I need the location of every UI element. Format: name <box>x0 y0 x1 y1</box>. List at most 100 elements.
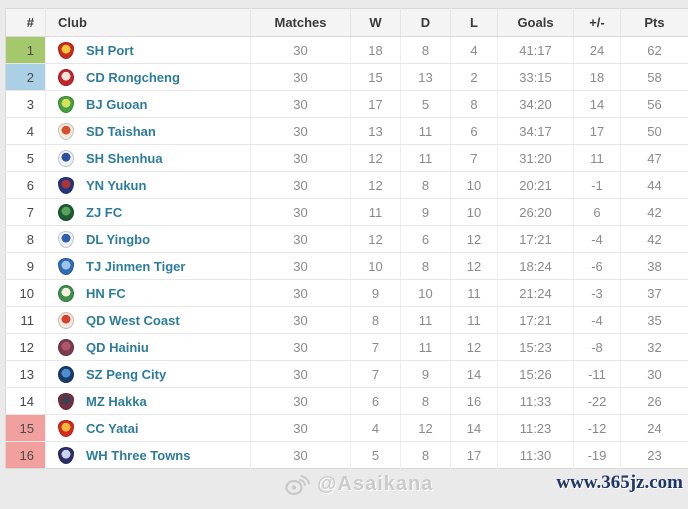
pts-cell: 47 <box>620 144 688 172</box>
matches-cell: 30 <box>250 63 351 91</box>
wins-cell: 15 <box>350 63 401 91</box>
col-header-pts: Pts <box>620 8 688 37</box>
club-cell: SZ Peng City <box>45 360 251 388</box>
losses-cell: 4 <box>450 36 498 64</box>
club-cell: QD Hainiu <box>45 333 251 361</box>
losses-cell: 14 <box>450 360 498 388</box>
table-row: 5 SH Shenhua 30 12 11 7 31:20 11 47 <box>5 144 688 172</box>
club-cell: BJ Guoan <box>45 90 251 118</box>
rank-cell: 5 <box>5 144 46 172</box>
wins-cell: 4 <box>350 414 401 442</box>
losses-cell: 2 <box>450 63 498 91</box>
diff-cell: -1 <box>573 171 621 199</box>
club-badge-icon <box>58 257 74 275</box>
site-link[interactable]: www.365jz.com <box>556 472 683 493</box>
club-name-link[interactable]: HN FC <box>86 285 126 301</box>
club-cell: HN FC <box>45 279 251 307</box>
club-name-link[interactable]: ZJ FC <box>86 204 123 220</box>
draws-cell: 9 <box>400 198 451 226</box>
matches-cell: 30 <box>250 117 351 145</box>
rank-cell: 15 <box>5 414 46 442</box>
diff-cell: -19 <box>573 441 621 469</box>
wins-cell: 11 <box>350 198 401 226</box>
losses-cell: 10 <box>450 198 498 226</box>
rank-cell: 1 <box>5 36 46 64</box>
club-name-link[interactable]: SH Shenhua <box>86 150 163 166</box>
club-badge-icon <box>58 203 74 221</box>
pts-cell: 35 <box>620 306 688 334</box>
club-cell: CC Yatai <box>45 414 251 442</box>
pts-cell: 42 <box>620 198 688 226</box>
table-row: 7 ZJ FC 30 11 9 10 26:20 6 42 <box>5 198 688 226</box>
club-name-link[interactable]: SD Taishan <box>86 123 156 139</box>
losses-cell: 12 <box>450 225 498 253</box>
club-badge-icon <box>58 149 74 167</box>
rank-cell: 4 <box>5 117 46 145</box>
col-header-goals: Goals <box>497 8 574 37</box>
matches-cell: 30 <box>250 90 351 118</box>
diff-cell: -8 <box>573 333 621 361</box>
table-row: 8 DL Yingbo 30 12 6 12 17:21 -4 42 <box>5 225 688 253</box>
club-name-link[interactable]: SH Port <box>86 42 134 58</box>
draws-cell: 13 <box>400 63 451 91</box>
club-name-link[interactable]: TJ Jinmen Tiger <box>86 258 186 274</box>
club-name-link[interactable]: SZ Peng City <box>86 366 167 382</box>
matches-cell: 30 <box>250 414 351 442</box>
wins-cell: 13 <box>350 117 401 145</box>
draws-cell: 11 <box>400 333 451 361</box>
goals-cell: 11:33 <box>497 387 574 415</box>
col-header-diff: +/- <box>573 8 621 37</box>
rank-cell: 6 <box>5 171 46 199</box>
club-badge-icon <box>58 392 74 410</box>
club-cell: CD Rongcheng <box>45 63 251 91</box>
club-name-link[interactable]: QD Hainiu <box>86 339 149 355</box>
rank-cell: 3 <box>5 90 46 118</box>
matches-cell: 30 <box>250 171 351 199</box>
wins-cell: 8 <box>350 306 401 334</box>
club-name-link[interactable]: YN Yukun <box>86 177 147 193</box>
pts-cell: 30 <box>620 360 688 388</box>
matches-cell: 30 <box>250 252 351 280</box>
club-cell: ZJ FC <box>45 198 251 226</box>
matches-cell: 30 <box>250 198 351 226</box>
club-badge-icon <box>58 365 74 383</box>
club-name-link[interactable]: BJ Guoan <box>86 96 148 112</box>
draws-cell: 11 <box>400 144 451 172</box>
club-cell: SH Port <box>45 36 251 64</box>
goals-cell: 34:20 <box>497 90 574 118</box>
matches-cell: 30 <box>250 279 351 307</box>
club-name-link[interactable]: MZ Hakka <box>86 393 147 409</box>
losses-cell: 11 <box>450 306 498 334</box>
diff-cell: -3 <box>573 279 621 307</box>
goals-cell: 41:17 <box>497 36 574 64</box>
table-row: 15 CC Yatai 30 4 12 14 11:23 -12 24 <box>5 414 688 442</box>
club-name-link[interactable]: QD West Coast <box>86 312 180 328</box>
club-badge-icon <box>58 122 74 140</box>
rank-cell: 14 <box>5 387 46 415</box>
club-badge-icon <box>58 446 74 464</box>
club-name-link[interactable]: WH Three Towns <box>86 447 191 463</box>
club-cell: TJ Jinmen Tiger <box>45 252 251 280</box>
club-badge-icon <box>58 68 74 86</box>
goals-cell: 26:20 <box>497 198 574 226</box>
diff-cell: 14 <box>573 90 621 118</box>
watermark: @Asaikana <box>284 473 433 496</box>
pts-cell: 58 <box>620 63 688 91</box>
watermark-text: @Asaikana <box>317 473 434 495</box>
league-standings-table: # Club Matches W D L Goals +/- Pts 1 SH … <box>5 8 688 469</box>
losses-cell: 16 <box>450 387 498 415</box>
club-badge-icon <box>58 230 74 248</box>
losses-cell: 7 <box>450 144 498 172</box>
matches-cell: 30 <box>250 387 351 415</box>
club-name-link[interactable]: CD Rongcheng <box>86 69 180 85</box>
club-name-link[interactable]: CC Yatai <box>86 420 139 436</box>
losses-cell: 12 <box>450 252 498 280</box>
matches-cell: 30 <box>250 36 351 64</box>
club-name-link[interactable]: DL Yingbo <box>86 231 151 247</box>
losses-cell: 6 <box>450 117 498 145</box>
col-header-draws: D <box>400 8 451 37</box>
pts-cell: 62 <box>620 36 688 64</box>
goals-cell: 17:21 <box>497 225 574 253</box>
table-row: 11 QD West Coast 30 8 11 11 17:21 -4 35 <box>5 306 688 334</box>
wins-cell: 6 <box>350 387 401 415</box>
